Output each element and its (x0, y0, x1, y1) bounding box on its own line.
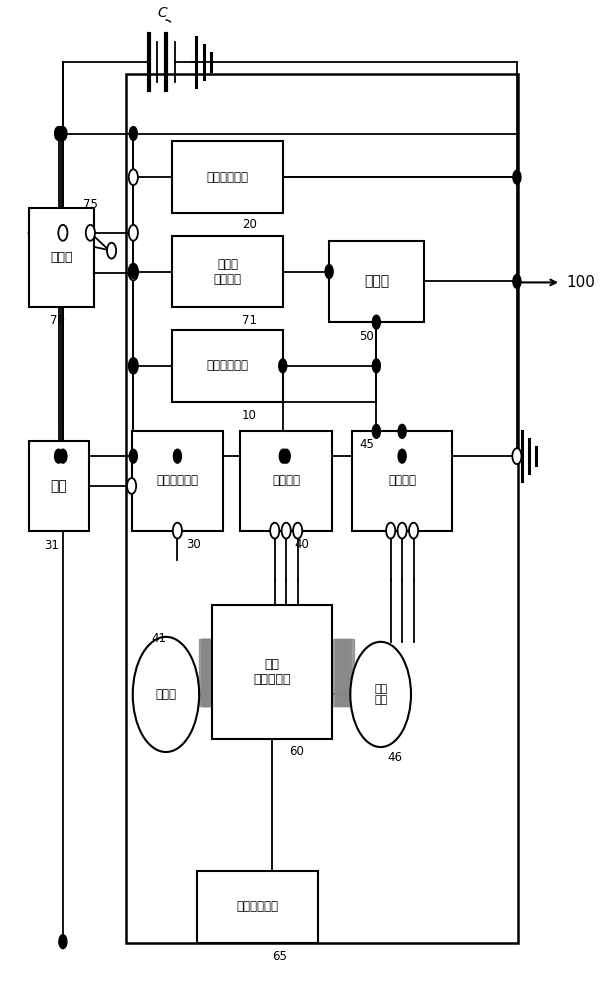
Text: C: C (157, 6, 167, 20)
Circle shape (513, 170, 521, 184)
Bar (29, 441, 89, 531)
Circle shape (398, 449, 406, 463)
Text: 10: 10 (242, 409, 257, 422)
Text: 负载: 负载 (50, 479, 67, 493)
Circle shape (373, 424, 380, 438)
Circle shape (133, 637, 199, 752)
Circle shape (130, 449, 137, 463)
Text: 50: 50 (359, 330, 374, 343)
Text: 30: 30 (186, 538, 201, 551)
Circle shape (129, 264, 138, 279)
Circle shape (279, 359, 287, 373)
Circle shape (129, 265, 138, 280)
Circle shape (58, 225, 67, 241)
Text: 恒定电流电路: 恒定电流电路 (206, 359, 248, 372)
Circle shape (513, 274, 521, 288)
Circle shape (130, 359, 137, 373)
Text: 31: 31 (44, 539, 59, 552)
Circle shape (373, 315, 380, 329)
Circle shape (59, 449, 67, 463)
Circle shape (58, 127, 65, 140)
Circle shape (55, 449, 62, 463)
Circle shape (325, 265, 333, 278)
Circle shape (173, 449, 181, 463)
Text: 继电器: 继电器 (50, 251, 73, 264)
Circle shape (398, 523, 407, 539)
Circle shape (373, 359, 380, 373)
Bar (212, 605, 332, 739)
Text: 负载控制电路: 负载控制电路 (157, 474, 199, 487)
Text: 70: 70 (50, 314, 65, 327)
Circle shape (129, 225, 138, 241)
Circle shape (270, 523, 280, 539)
Circle shape (512, 448, 521, 464)
Bar (126, 74, 518, 943)
Text: 45: 45 (359, 438, 374, 451)
Circle shape (130, 265, 137, 278)
Circle shape (59, 935, 67, 949)
Text: 60: 60 (289, 745, 304, 758)
Bar (29, 208, 94, 307)
Bar (172, 330, 283, 402)
Text: 71: 71 (242, 314, 257, 327)
Text: 起动
马达: 起动 马达 (374, 684, 387, 705)
Text: 100: 100 (567, 275, 596, 290)
Bar (241, 431, 332, 531)
Text: 整流电路: 整流电路 (272, 474, 300, 487)
Circle shape (130, 127, 137, 140)
Circle shape (173, 523, 182, 539)
Text: 电压检测电路: 电压检测电路 (206, 171, 248, 184)
Text: 外部驱动装置: 外部驱动装置 (236, 900, 278, 913)
Circle shape (59, 127, 67, 140)
Circle shape (281, 523, 291, 539)
Text: 46: 46 (388, 751, 403, 764)
Circle shape (127, 478, 136, 494)
Circle shape (386, 523, 395, 539)
Text: 75: 75 (83, 198, 98, 211)
Text: 引擎
（内燃机）: 引擎 （内燃机） (253, 658, 290, 686)
Circle shape (55, 127, 62, 140)
Circle shape (86, 225, 95, 241)
Bar (131, 431, 223, 531)
Text: 发电机: 发电机 (155, 688, 176, 701)
Bar (352, 431, 452, 531)
Text: 20: 20 (242, 218, 257, 231)
Circle shape (280, 449, 287, 463)
Text: 40: 40 (295, 538, 310, 551)
Bar (172, 236, 283, 307)
Circle shape (107, 243, 116, 259)
Text: 65: 65 (272, 950, 287, 963)
Bar (172, 141, 283, 213)
Text: 继电器
驱动电路: 继电器 驱动电路 (214, 258, 242, 286)
Text: 驱动电路: 驱动电路 (388, 474, 416, 487)
Circle shape (293, 523, 302, 539)
Circle shape (129, 358, 138, 374)
Text: 41: 41 (152, 632, 167, 645)
Bar (197, 871, 317, 943)
Circle shape (350, 642, 411, 747)
Bar (329, 241, 424, 322)
Circle shape (282, 449, 290, 463)
Circle shape (409, 523, 418, 539)
Circle shape (398, 424, 406, 438)
Circle shape (129, 169, 138, 185)
Text: 控制部: 控制部 (364, 274, 389, 288)
